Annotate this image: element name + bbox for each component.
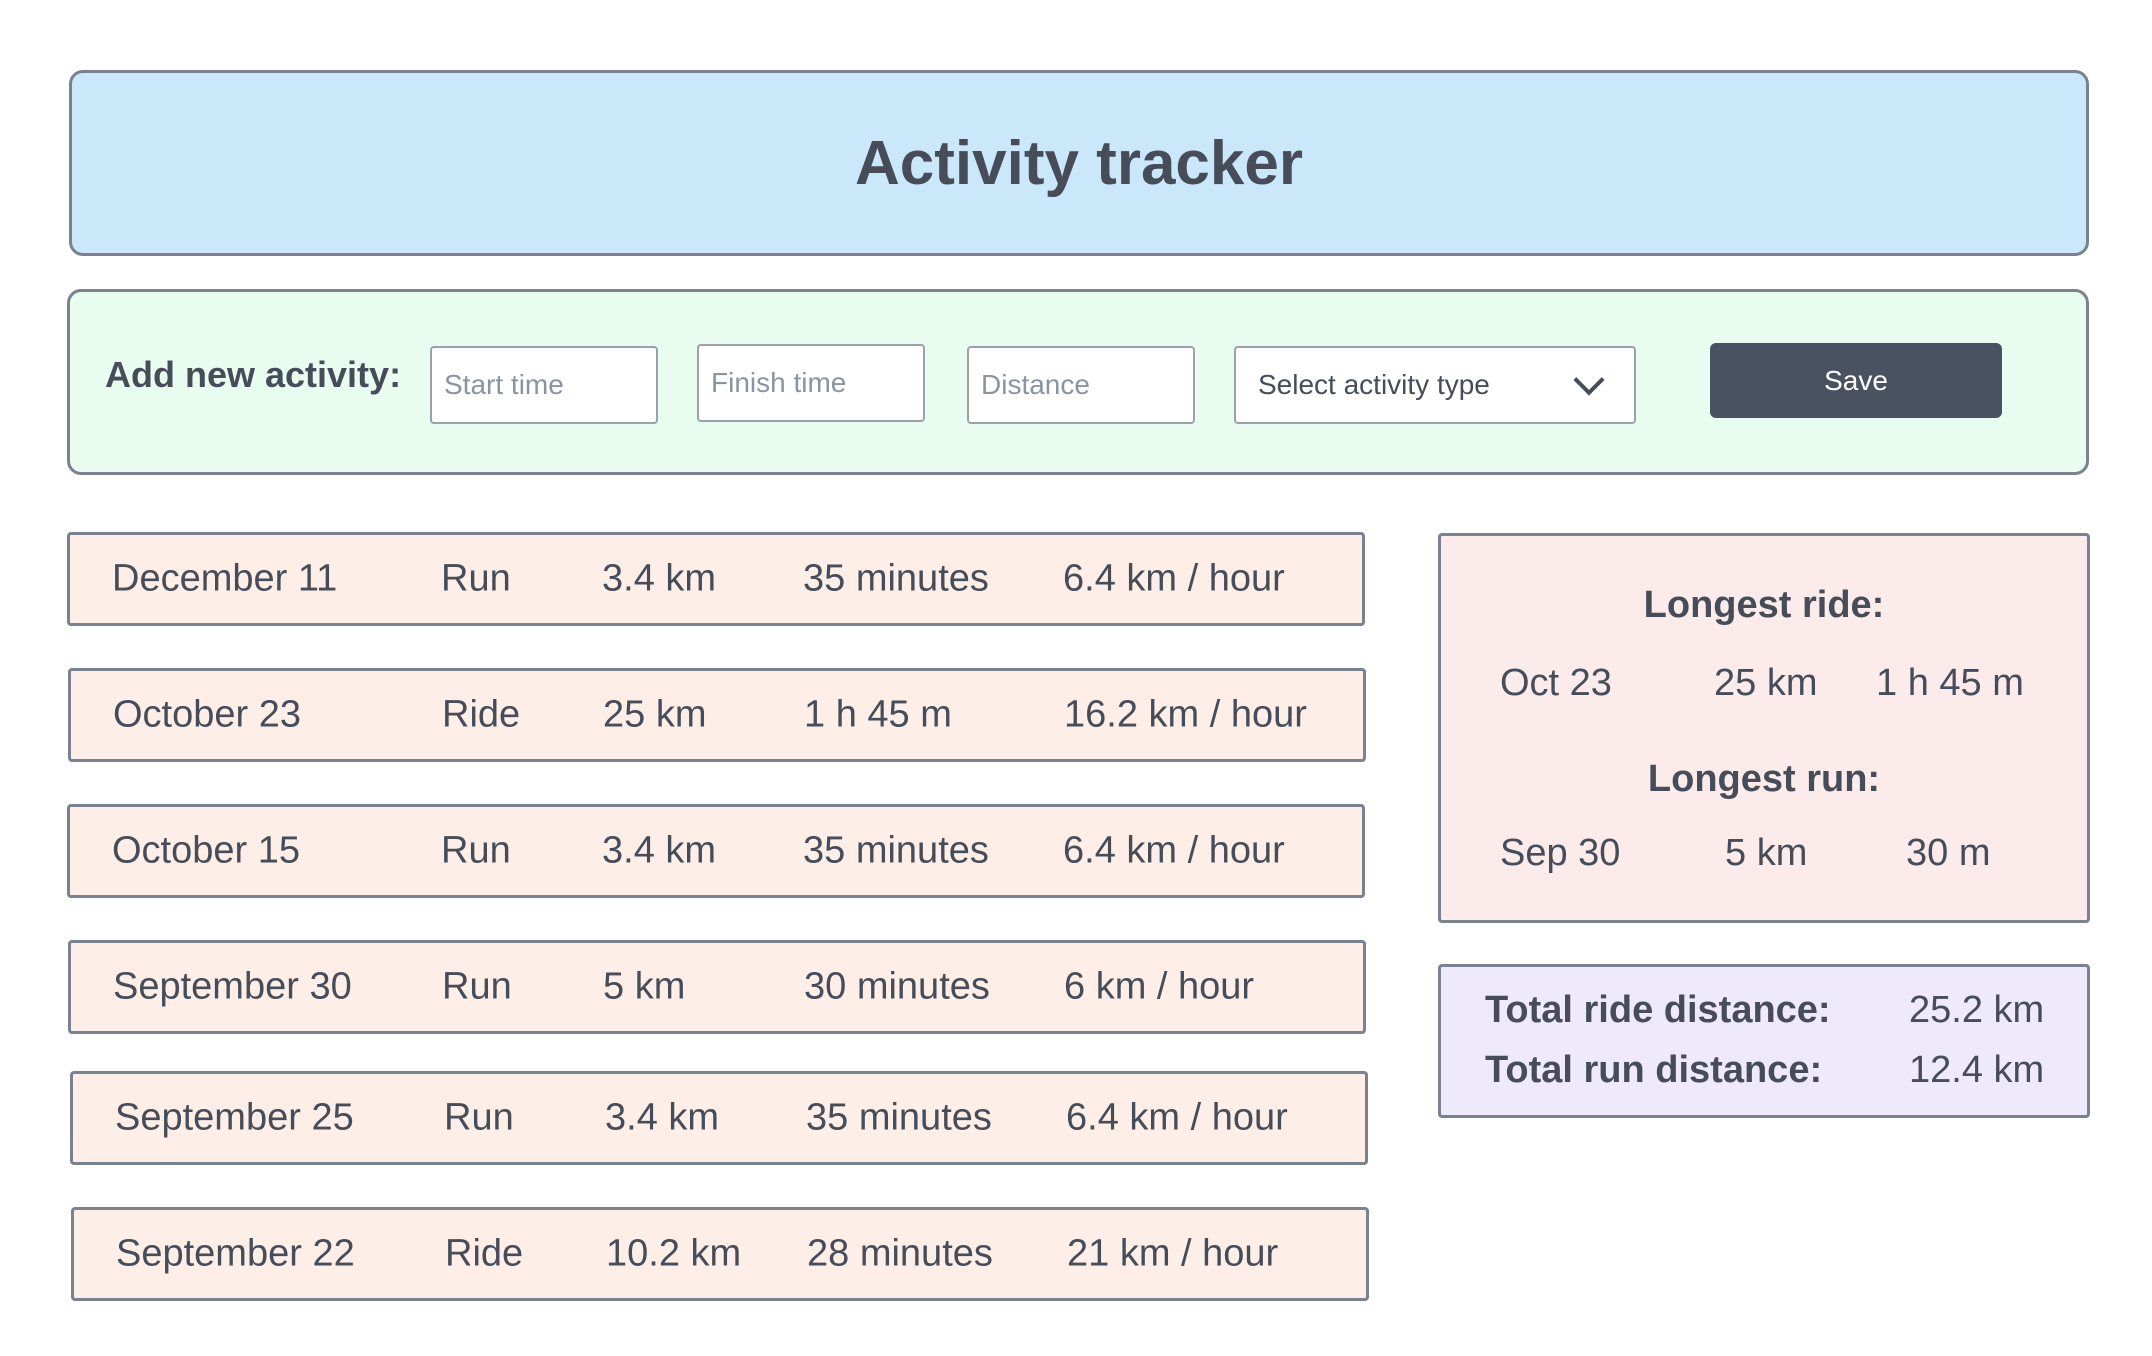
totals-panel: Total ride distance: 25.2 km Total run d…: [1438, 964, 2090, 1118]
activity-duration: 35 minutes: [806, 1096, 992, 1139]
activity-duration: 30 minutes: [804, 965, 990, 1008]
activity-type: Run: [441, 557, 511, 600]
activity-date: December 11: [112, 557, 338, 600]
activity-type: Ride: [445, 1232, 524, 1275]
total-run-label: Total run distance:: [1485, 1049, 1823, 1091]
activity-speed: 6.4 km / hour: [1063, 829, 1285, 872]
activity-duration: 35 minutes: [803, 557, 989, 600]
activity-distance: 25 km: [603, 693, 707, 736]
activity-duration: 1 h 45 m: [804, 693, 952, 736]
activity-duration: 35 minutes: [803, 829, 989, 872]
longest-ride-duration: 1 h 45 m: [1876, 662, 2024, 704]
activity-type: Run: [442, 965, 512, 1008]
activity-date: October 23: [113, 693, 301, 736]
activity-distance: 3.4 km: [602, 557, 717, 600]
activity-date: October 15: [112, 829, 300, 872]
app-header: Activity tracker: [69, 70, 2089, 256]
total-ride-label: Total ride distance:: [1485, 989, 1831, 1031]
page-title: Activity tracker: [854, 128, 1304, 198]
activity-speed: 6.4 km / hour: [1063, 557, 1285, 600]
activity-speed: 6 km / hour: [1064, 965, 1255, 1008]
distance-input[interactable]: [967, 346, 1195, 424]
total-run-value: 12.4 km: [1909, 1049, 2045, 1091]
activity-speed: 16.2 km / hour: [1064, 693, 1307, 736]
activity-date: September 25: [115, 1096, 354, 1139]
activity-type: Run: [444, 1096, 514, 1139]
finish-time-input[interactable]: [697, 344, 925, 422]
activity-row[interactable]: October 15 Run 3.4 km 35 minutes 6.4 km …: [67, 804, 1365, 898]
activity-distance: 3.4 km: [605, 1096, 720, 1139]
activity-type: Run: [441, 829, 511, 872]
activity-row[interactable]: December 11 Run 3.4 km 35 minutes 6.4 km…: [67, 532, 1365, 626]
save-button[interactable]: Save: [1710, 343, 2002, 418]
longest-ride-distance: 25 km: [1714, 662, 1818, 704]
activity-distance: 10.2 km: [606, 1232, 742, 1275]
add-activity-label: Add new activity:: [105, 354, 402, 395]
activity-duration: 28 minutes: [807, 1232, 993, 1275]
longest-ride-title: Longest ride:: [1643, 584, 1885, 626]
activity-distance: 5 km: [603, 965, 686, 1008]
start-time-input[interactable]: [430, 346, 658, 424]
records-panel: Longest ride: Oct 23 25 km 1 h 45 m Long…: [1438, 533, 2090, 923]
activity-row[interactable]: September 25 Run 3.4 km 35 minutes 6.4 k…: [70, 1071, 1368, 1165]
activity-type: Ride: [442, 693, 521, 736]
activity-type-select[interactable]: Select activity type: [1234, 346, 1636, 424]
activity-row[interactable]: September 22 Ride 10.2 km 28 minutes 21 …: [71, 1207, 1369, 1301]
activity-speed: 21 km / hour: [1067, 1232, 1279, 1275]
activity-row[interactable]: September 30 Run 5 km 30 minutes 6 km / …: [68, 940, 1366, 1034]
longest-run-title: Longest run:: [1647, 758, 1881, 800]
activity-distance: 3.4 km: [602, 829, 717, 872]
activity-speed: 6.4 km / hour: [1066, 1096, 1288, 1139]
chevron-down-icon: [1573, 364, 1605, 396]
activity-row[interactable]: October 23 Ride 25 km 1 h 45 m 16.2 km /…: [68, 668, 1366, 762]
longest-run-date: Sep 30: [1500, 832, 1621, 874]
activity-date: September 30: [113, 965, 352, 1008]
activity-date: September 22: [116, 1232, 355, 1275]
activity-type-select-value: Select activity type: [1258, 369, 1490, 400]
add-activity-form: Add new activity: Select activity type S…: [67, 289, 2089, 475]
longest-run-duration: 30 m: [1906, 832, 1991, 874]
longest-ride-date: Oct 23: [1500, 662, 1612, 704]
total-ride-value: 25.2 km: [1909, 989, 2045, 1031]
longest-run-distance: 5 km: [1725, 832, 1808, 874]
